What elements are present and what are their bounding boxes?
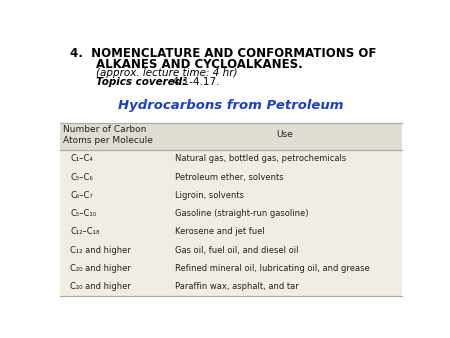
Text: C₂₀ and higher: C₂₀ and higher [70, 264, 131, 273]
Text: Gas oil, fuel oil, and diesel oil: Gas oil, fuel oil, and diesel oil [175, 246, 298, 255]
Text: Number of Carbon
Atoms per Molecule: Number of Carbon Atoms per Molecule [63, 125, 153, 145]
Text: C₂₀ and higher: C₂₀ and higher [70, 282, 131, 291]
Text: Use: Use [276, 130, 293, 139]
FancyBboxPatch shape [60, 150, 401, 296]
Text: C₁–C₄: C₁–C₄ [70, 154, 93, 164]
FancyBboxPatch shape [60, 123, 401, 150]
Text: 4.  NOMENCLATURE AND CONFORMATIONS OF: 4. NOMENCLATURE AND CONFORMATIONS OF [70, 47, 377, 60]
Text: Refined mineral oil, lubricating oil, and grease: Refined mineral oil, lubricating oil, an… [175, 264, 369, 273]
Text: (approx. lecture time: 4 hr): (approx. lecture time: 4 hr) [96, 68, 238, 78]
Text: ALKANES AND CYCLOALKANES.: ALKANES AND CYCLOALKANES. [96, 58, 303, 71]
Text: Paraffin wax, asphalt, and tar: Paraffin wax, asphalt, and tar [175, 282, 299, 291]
Text: Natural gas, bottled gas, petrochemicals: Natural gas, bottled gas, petrochemicals [175, 154, 346, 164]
Text: C₁₂–C₁₈: C₁₂–C₁₈ [70, 227, 99, 236]
Text: C₁₂ and higher: C₁₂ and higher [70, 246, 131, 255]
Text: C₆–C₇: C₆–C₇ [70, 191, 93, 200]
Text: Gasoline (straight-run gasoline): Gasoline (straight-run gasoline) [175, 209, 308, 218]
Text: 4.1-4.17.: 4.1-4.17. [166, 77, 220, 87]
Text: Ligroin, solvents: Ligroin, solvents [175, 191, 244, 200]
Text: C₅–C₁₀: C₅–C₁₀ [70, 209, 96, 218]
Text: Petroleum ether, solvents: Petroleum ether, solvents [175, 173, 284, 182]
Text: C₅–C₆: C₅–C₆ [70, 173, 93, 182]
Text: Kerosene and jet fuel: Kerosene and jet fuel [175, 227, 265, 236]
Text: Hydrocarbons from Petroleum: Hydrocarbons from Petroleum [118, 99, 343, 112]
Text: Topics covered:: Topics covered: [96, 77, 187, 87]
